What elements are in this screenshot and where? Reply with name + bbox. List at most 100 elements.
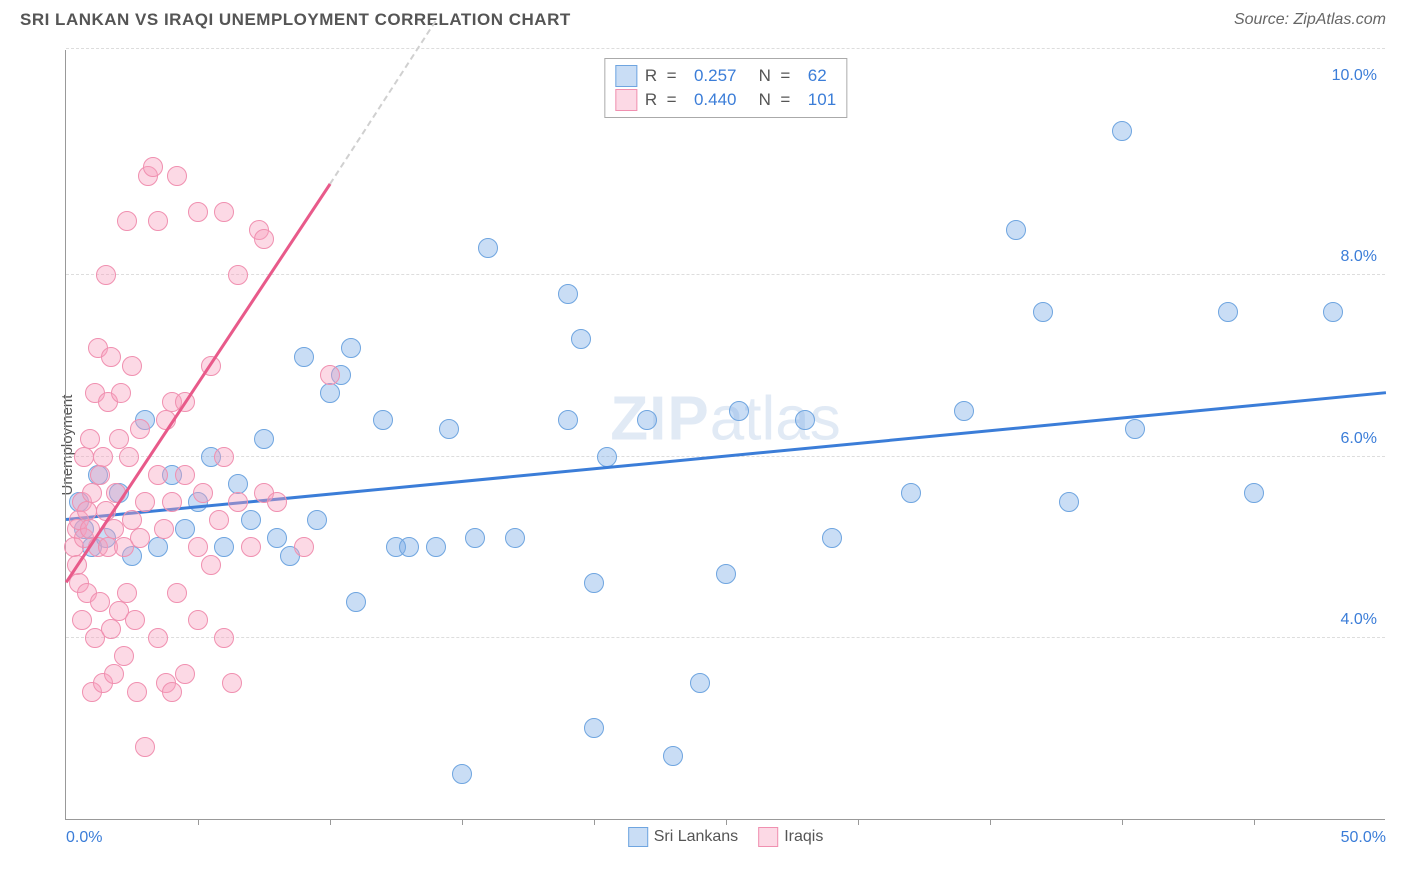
scatter-point [148,628,168,648]
grid-line [66,48,1385,49]
scatter-point [320,365,340,385]
stats-row: R = 0.257 N = 62 [615,64,836,88]
scatter-point [716,564,736,584]
x-tick [198,819,199,825]
scatter-point [214,537,234,557]
scatter-point [119,447,139,467]
legend-swatch [628,827,648,847]
legend-label: Sri Lankans [654,828,739,846]
scatter-point [294,347,314,367]
legend-item: Iraqis [758,827,823,847]
scatter-point [571,329,591,349]
scatter-point [1323,302,1343,322]
scatter-point [954,401,974,421]
scatter-point [188,610,208,630]
scatter-point [167,166,187,186]
scatter-point [162,682,182,702]
scatter-point [1125,419,1145,439]
scatter-point [162,492,182,512]
scatter-point [130,528,150,548]
scatter-point [584,718,604,738]
scatter-point [663,746,683,766]
scatter-point [82,483,102,503]
scatter-point [188,202,208,222]
scatter-point [148,211,168,231]
scatter-point [175,519,195,539]
scatter-point [452,764,472,784]
scatter-point [109,429,129,449]
scatter-point [193,483,213,503]
legend-swatch [615,65,637,87]
scatter-point [127,682,147,702]
scatter-point [130,419,150,439]
scatter-point [214,447,234,467]
scatter-point [254,229,274,249]
scatter-point [267,528,287,548]
x-tick [990,819,991,825]
scatter-point [117,211,137,231]
scatter-point [214,202,234,222]
scatter-point [558,410,578,430]
x-tick [1254,819,1255,825]
chart-title: SRI LANKAN VS IRAQI UNEMPLOYMENT CORRELA… [20,10,571,30]
scatter-point [74,447,94,467]
scatter-point [201,555,221,575]
scatter-point [111,383,131,403]
stats-box: R = 0.257 N = 62R = 0.440 N = 101 [604,58,847,118]
scatter-point [93,447,113,467]
scatter-point [96,265,116,285]
y-tick-label: 8.0% [1341,248,1377,266]
scatter-point [135,492,155,512]
y-tick-label: 4.0% [1341,611,1377,629]
scatter-point [597,447,617,467]
scatter-point [426,537,446,557]
scatter-point [254,429,274,449]
scatter-point [90,592,110,612]
bottom-legend: Sri Lankans Iraqis [628,827,824,847]
x-tick-label: 0.0% [66,829,102,847]
x-tick [330,819,331,825]
scatter-point [267,492,287,512]
legend-swatch [758,827,778,847]
scatter-point [1244,483,1264,503]
legend-label: Iraqis [784,828,823,846]
scatter-point [214,628,234,648]
chart-source: Source: ZipAtlas.com [1234,11,1386,29]
scatter-point [114,646,134,666]
stats-row: R = 0.440 N = 101 [615,88,836,112]
scatter-point [77,501,97,521]
scatter-point [222,673,242,693]
scatter-point [478,238,498,258]
scatter-point [148,537,168,557]
grid-line [66,274,1385,275]
scatter-point [439,419,459,439]
x-tick [726,819,727,825]
scatter-point [901,483,921,503]
scatter-point [80,429,100,449]
scatter-point [188,537,208,557]
scatter-point [72,610,92,630]
scatter-point [1218,302,1238,322]
scatter-point [104,664,124,684]
scatter-point [148,465,168,485]
scatter-point [209,510,229,530]
scatter-point [341,338,361,358]
scatter-point [729,401,749,421]
scatter-point [241,537,261,557]
x-tick [1122,819,1123,825]
scatter-point [1059,492,1079,512]
scatter-point [795,410,815,430]
scatter-point [399,537,419,557]
scatter-point [690,673,710,693]
scatter-point [294,537,314,557]
y-tick-label: 10.0% [1332,67,1377,85]
scatter-point [307,510,327,530]
x-tick [858,819,859,825]
x-tick [594,819,595,825]
scatter-point [1112,121,1132,141]
trend-line-dashed [329,20,436,184]
legend-swatch [615,89,637,111]
scatter-point [101,347,121,367]
scatter-point [1033,302,1053,322]
scatter-point [373,410,393,430]
